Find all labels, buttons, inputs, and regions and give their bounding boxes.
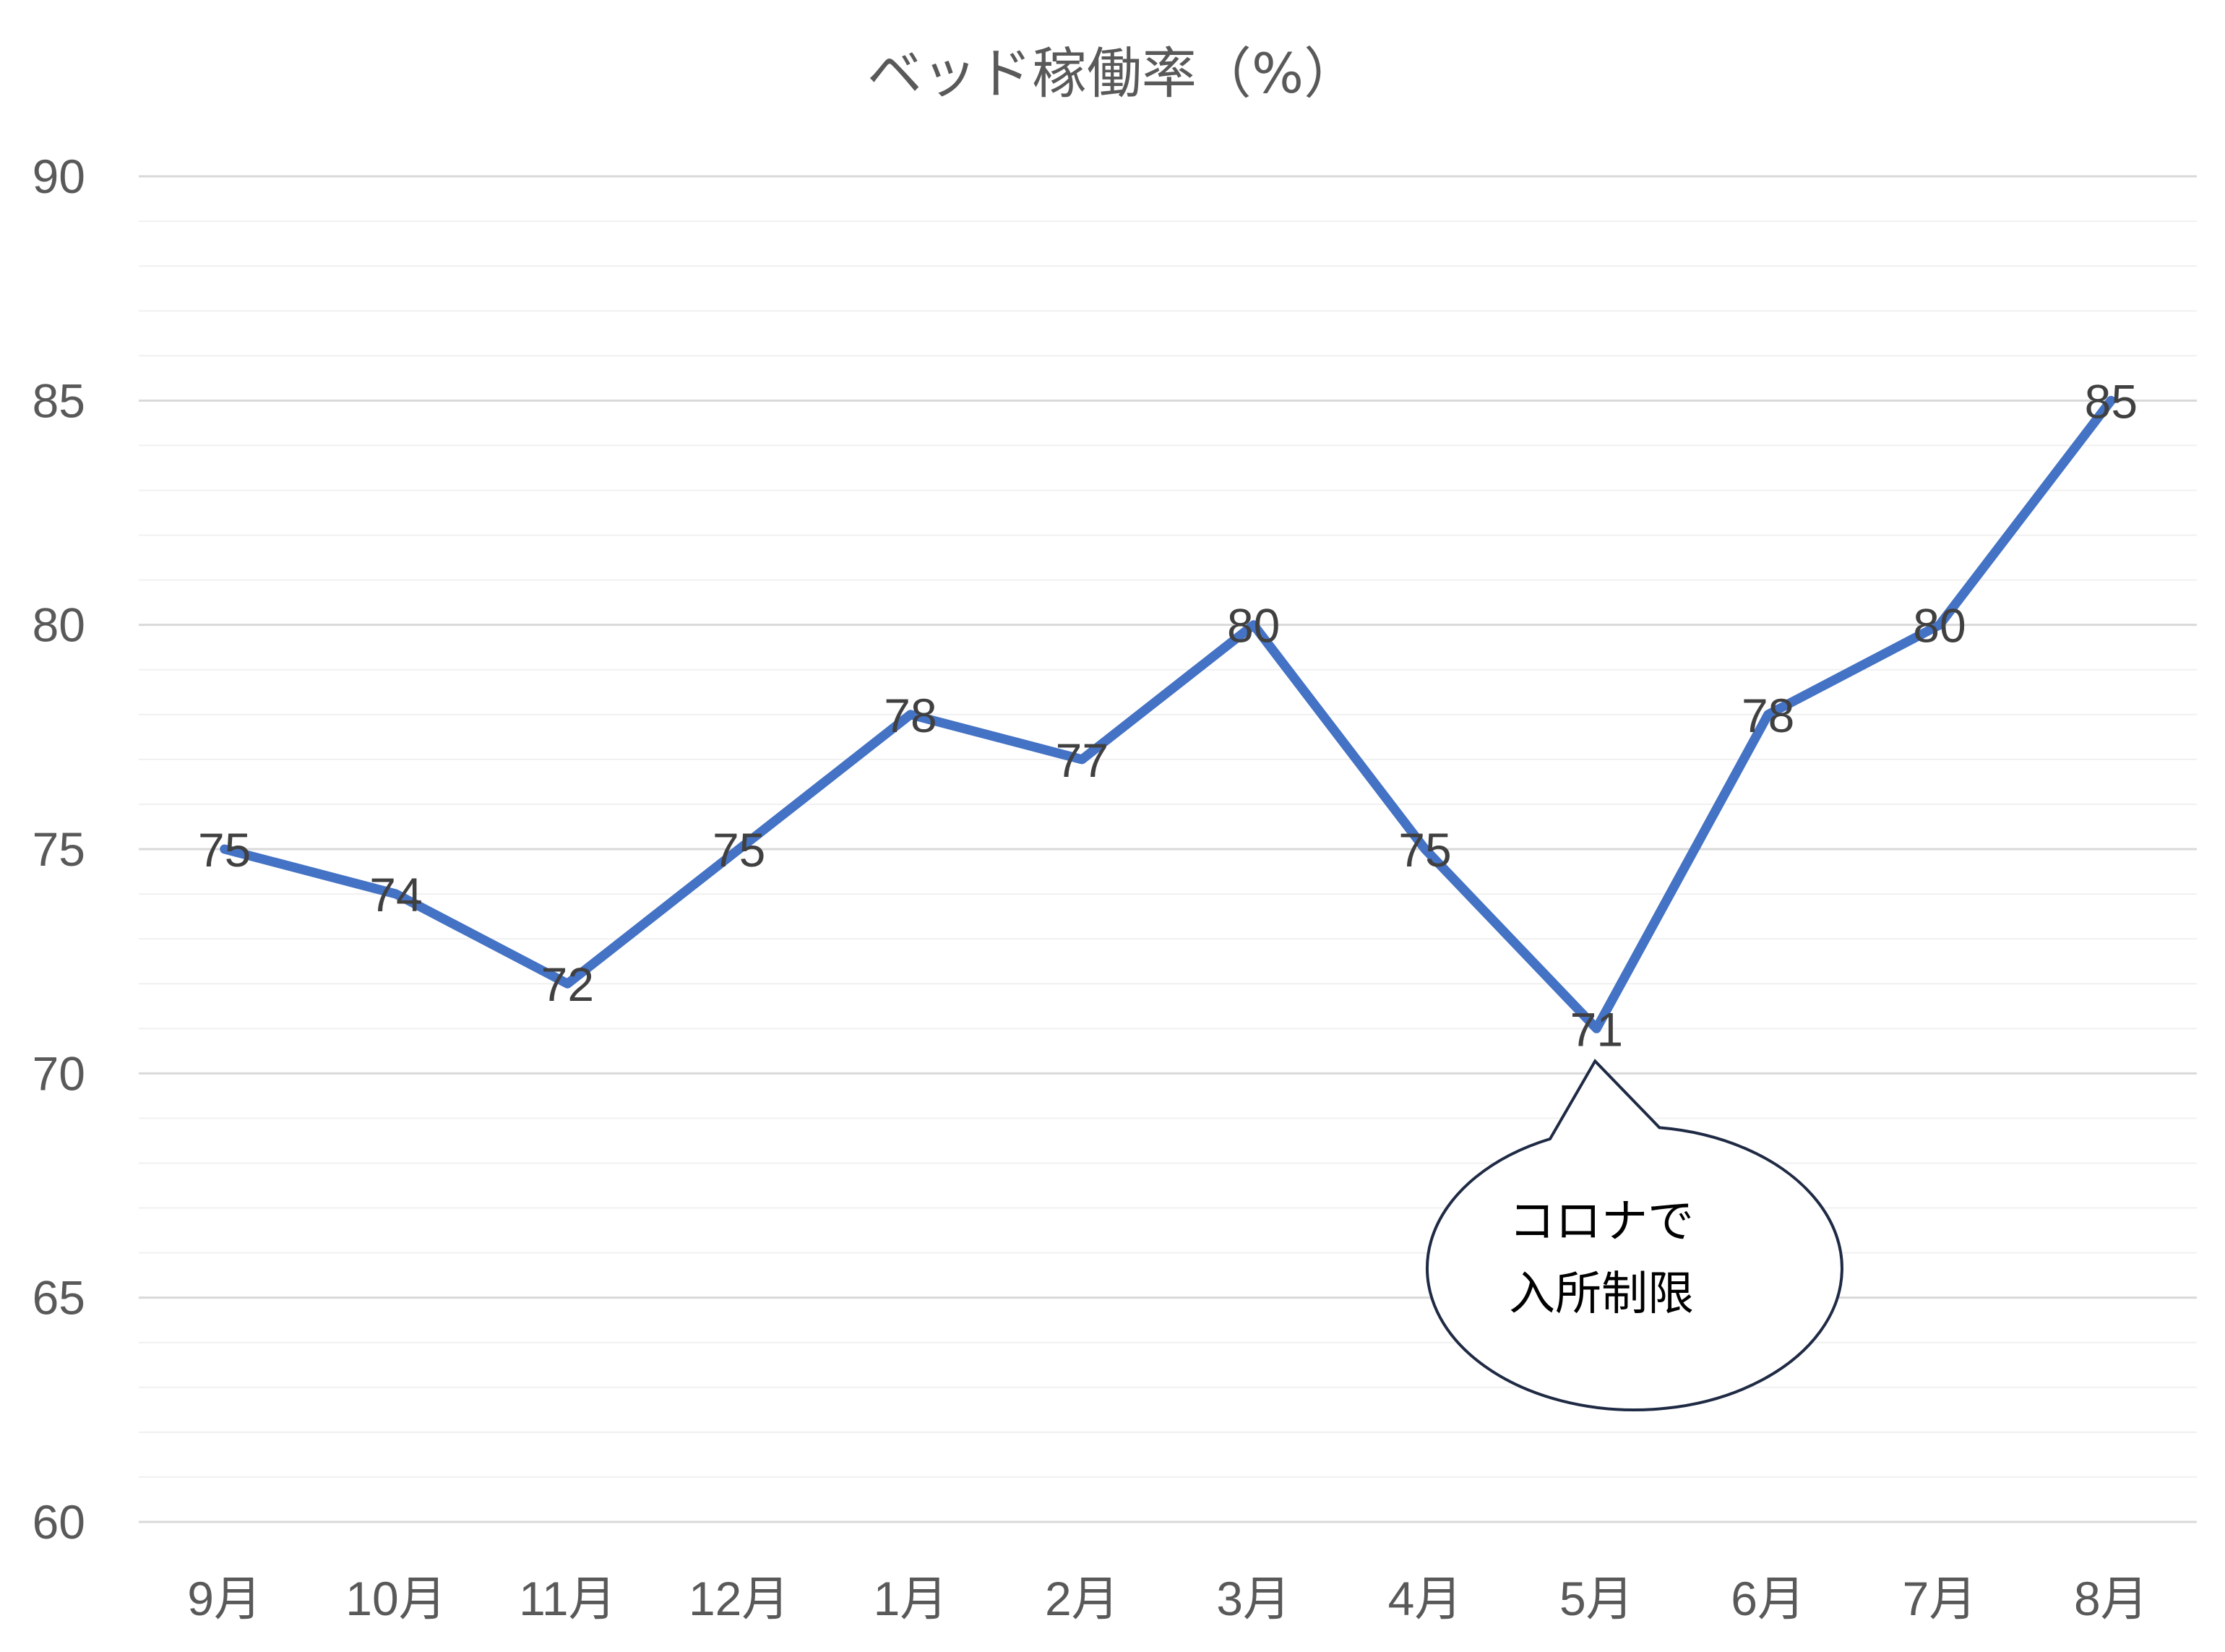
major-gridlines xyxy=(139,175,2197,1523)
data-label: 71 xyxy=(1570,1002,1623,1056)
data-label: 72 xyxy=(541,958,594,1011)
x-tick-label: 11月 xyxy=(519,1572,616,1625)
data-labels: 75 74 72 75 78 77 80 75 71 78 80 85 xyxy=(198,374,2138,1056)
x-tick-label: 1月 xyxy=(874,1572,948,1625)
chart-title: ベッド稼働率（%） xyxy=(867,41,1359,106)
annotation-callout: コロナで 入所制限 xyxy=(1426,1059,1843,1411)
callout-bubble xyxy=(1426,1059,1843,1411)
x-tick-label: 10月 xyxy=(345,1572,446,1625)
data-label: 78 xyxy=(1742,689,1794,742)
y-tick-label: 85 xyxy=(33,374,85,427)
callout-text-line-2: 入所制限 xyxy=(1509,1268,1694,1321)
y-tick-label: 90 xyxy=(33,150,85,203)
x-axis-tick-labels: 9月 10月 11月 12月 1月 2月 3月 4月 5月 6月 7月 8月 xyxy=(187,1572,2148,1625)
y-tick-label: 80 xyxy=(33,598,85,652)
x-tick-label: 9月 xyxy=(187,1572,262,1625)
callout-text-line-1: コロナで xyxy=(1509,1195,1694,1249)
x-tick-label: 3月 xyxy=(1216,1572,1291,1625)
y-tick-label: 75 xyxy=(33,822,85,876)
data-label: 80 xyxy=(1913,599,1966,653)
x-tick-label: 5月 xyxy=(1559,1572,1634,1625)
data-label: 75 xyxy=(713,823,765,877)
x-tick-label: 7月 xyxy=(1903,1572,1977,1625)
data-label: 85 xyxy=(2085,374,2138,428)
x-tick-label: 4月 xyxy=(1388,1572,1463,1625)
data-label: 75 xyxy=(1398,823,1451,877)
data-label: 80 xyxy=(1227,599,1280,653)
data-label: 78 xyxy=(884,689,937,742)
series-line xyxy=(220,395,2116,1033)
data-label: 77 xyxy=(1056,733,1109,787)
data-label: 74 xyxy=(369,868,422,921)
y-tick-label: 70 xyxy=(33,1046,85,1100)
y-tick-label: 60 xyxy=(33,1495,85,1549)
x-tick-label: 6月 xyxy=(1731,1572,1805,1625)
data-label: 75 xyxy=(198,823,251,877)
x-tick-label: 12月 xyxy=(689,1572,789,1625)
x-tick-label: 8月 xyxy=(2074,1572,2148,1625)
y-axis-tick-labels: 60 65 70 75 80 85 90 xyxy=(33,150,85,1549)
x-tick-label: 2月 xyxy=(1045,1572,1119,1625)
y-tick-label: 65 xyxy=(33,1271,85,1325)
